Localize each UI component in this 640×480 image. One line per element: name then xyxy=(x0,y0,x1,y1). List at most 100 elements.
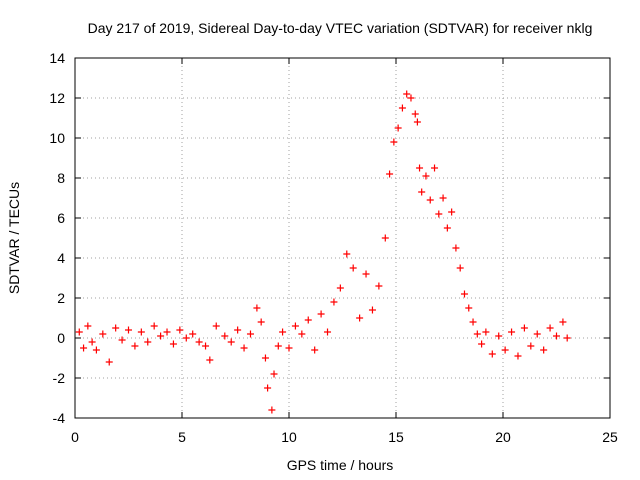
data-point xyxy=(279,328,287,336)
data-point xyxy=(336,284,344,292)
data-point xyxy=(317,310,325,318)
data-point xyxy=(330,298,338,306)
data-point xyxy=(426,196,434,204)
data-point xyxy=(163,328,171,336)
data-points xyxy=(75,90,571,414)
data-point xyxy=(390,138,398,146)
data-point xyxy=(527,342,535,350)
data-point xyxy=(99,330,107,338)
x-tick-label: 0 xyxy=(71,429,79,445)
y-tick-label: -4 xyxy=(53,410,66,426)
data-point xyxy=(137,328,145,336)
data-point xyxy=(368,306,376,314)
data-point xyxy=(88,338,96,346)
data-point xyxy=(131,342,139,350)
y-tick-label: 4 xyxy=(57,250,65,266)
data-point xyxy=(452,244,460,252)
data-point xyxy=(553,332,560,340)
data-point xyxy=(118,336,126,344)
data-point xyxy=(270,370,278,378)
data-point xyxy=(234,326,242,334)
data-point xyxy=(407,94,415,102)
grid-lines xyxy=(75,58,610,418)
data-point xyxy=(125,326,132,334)
data-point xyxy=(264,384,272,392)
data-point xyxy=(324,328,332,336)
data-point xyxy=(508,328,516,336)
x-tick-label: 20 xyxy=(495,429,511,445)
data-point xyxy=(394,124,402,132)
data-point xyxy=(206,356,214,364)
data-point xyxy=(501,346,509,354)
x-tick-label: 10 xyxy=(281,429,297,445)
data-point xyxy=(221,332,229,340)
data-point xyxy=(416,164,424,172)
data-point xyxy=(514,352,522,360)
data-point xyxy=(533,330,541,338)
data-point xyxy=(456,264,464,272)
data-point xyxy=(227,338,235,346)
data-point xyxy=(240,344,248,352)
x-tick-label: 15 xyxy=(388,429,404,445)
data-point xyxy=(285,344,293,352)
data-point xyxy=(431,164,439,172)
data-point xyxy=(112,324,120,332)
x-axis-ticks: 0 5 10 15 20 25 xyxy=(71,58,618,445)
data-point xyxy=(563,334,571,342)
y-axis-label: SDTVAR / TECUs xyxy=(6,182,22,294)
data-point xyxy=(435,210,443,218)
data-point xyxy=(349,264,357,272)
y-tick-label: 8 xyxy=(57,170,65,186)
data-point xyxy=(362,270,370,278)
data-point xyxy=(488,350,496,358)
data-point xyxy=(84,322,92,330)
data-point xyxy=(411,110,419,118)
data-point xyxy=(261,354,269,362)
data-point xyxy=(176,326,184,334)
plot-frame xyxy=(74,57,611,419)
data-point xyxy=(182,334,190,342)
data-point xyxy=(403,90,411,98)
x-axis-label: GPS time / hours xyxy=(287,457,394,473)
y-tick-label: 14 xyxy=(49,50,65,66)
data-point xyxy=(157,332,165,340)
data-point xyxy=(448,208,456,216)
data-point xyxy=(386,170,394,178)
data-point xyxy=(520,324,528,332)
data-point xyxy=(343,250,351,258)
data-point xyxy=(478,340,486,348)
data-point xyxy=(253,304,261,312)
x-tick-label: 5 xyxy=(178,429,186,445)
data-point xyxy=(439,194,447,202)
x-tick-label: 25 xyxy=(602,429,618,445)
data-point xyxy=(189,330,197,338)
data-point xyxy=(150,322,158,330)
data-point xyxy=(460,290,468,298)
data-point xyxy=(202,342,210,350)
data-point xyxy=(546,324,554,332)
data-point xyxy=(304,316,312,324)
data-point xyxy=(268,406,276,414)
data-point xyxy=(469,318,477,326)
chart-title: Day 217 of 2019, Sidereal Day-to-day VTE… xyxy=(88,20,593,36)
data-point xyxy=(381,234,389,242)
data-point xyxy=(375,282,383,290)
data-point xyxy=(257,318,265,326)
data-point xyxy=(398,104,406,112)
data-point xyxy=(195,338,203,346)
data-point xyxy=(291,322,299,330)
data-point xyxy=(540,346,548,354)
y-tick-label: 10 xyxy=(49,130,65,146)
data-point xyxy=(418,188,426,196)
data-point xyxy=(311,346,319,354)
y-tick-label: 6 xyxy=(57,210,65,226)
data-point xyxy=(422,172,430,180)
data-point xyxy=(80,344,88,352)
data-point xyxy=(246,330,254,338)
data-point xyxy=(473,330,481,338)
y-tick-label: 12 xyxy=(49,90,65,106)
data-point xyxy=(75,328,83,336)
y-tick-label: 2 xyxy=(57,290,65,306)
data-point xyxy=(413,118,421,126)
